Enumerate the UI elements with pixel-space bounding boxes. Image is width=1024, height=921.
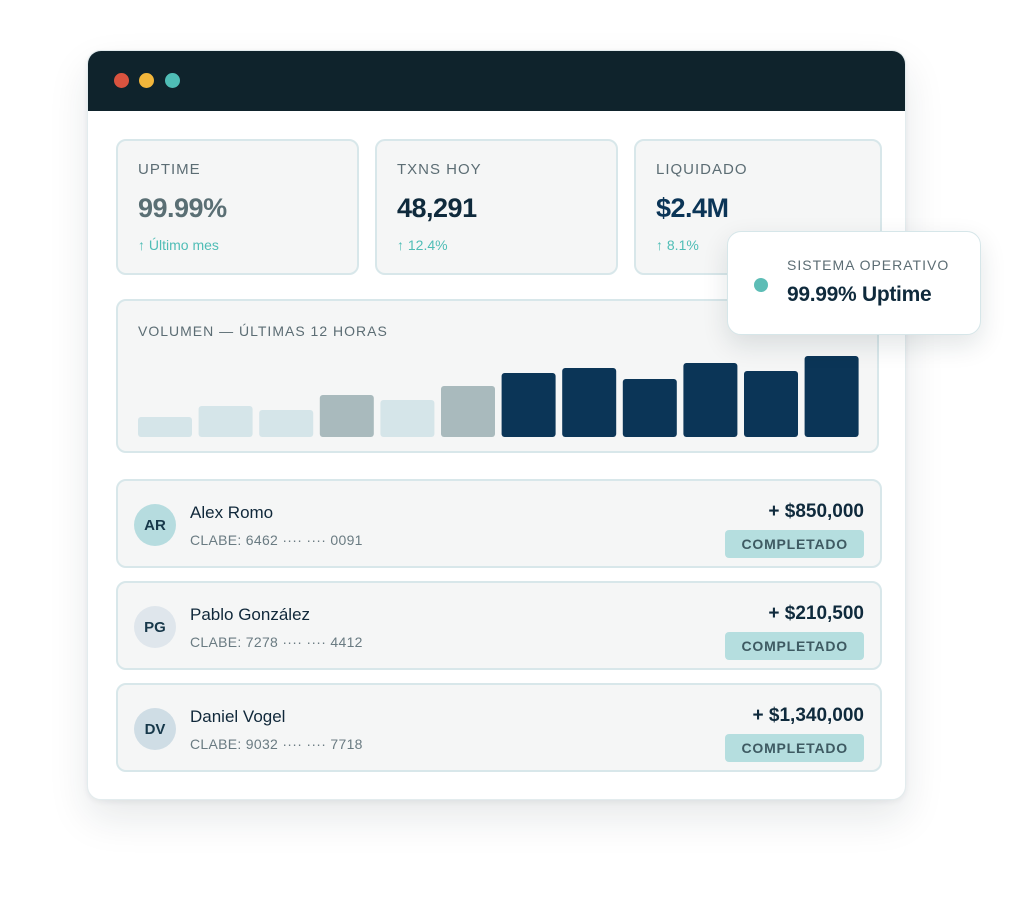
transaction-clabe: CLABE: 9032 ···· ···· 7718	[190, 736, 363, 752]
stat-card-uptime: UPTIME 99.99% ↑ Último mes	[116, 139, 359, 275]
transaction-row[interactable]: AR Alex Romo CLABE: 6462 ···· ···· 0091 …	[116, 479, 882, 568]
stat-card-txns: TXNS HOY 48,291 ↑ 12.4%	[375, 139, 618, 275]
stat-value: 99.99%	[138, 193, 227, 223]
status-badge: COMPLETADO	[725, 734, 864, 762]
transaction-row[interactable]: DV Daniel Vogel CLABE: 9032 ···· ···· 77…	[116, 683, 882, 772]
status-dot-icon	[754, 278, 768, 292]
status-badge: COMPLETADO	[725, 530, 864, 558]
status-label: SISTEMA OPERATIVO	[787, 257, 950, 273]
volume-bar-chart	[138, 356, 859, 437]
transaction-amount: + $210,500	[768, 603, 864, 624]
volume-bar-12	[804, 356, 859, 437]
stat-value: 48,291	[397, 193, 477, 223]
avatar: AR	[134, 504, 176, 546]
volume-bar-8	[562, 368, 617, 437]
transaction-clabe: CLABE: 7278 ···· ···· 4412	[190, 634, 363, 650]
transaction-name: Alex Romo	[190, 503, 274, 522]
app-window: UPTIME 99.99% ↑ Último mes TXNS HOY 48,2…	[87, 50, 906, 800]
volume-bar-11	[744, 371, 798, 437]
maximize-window-dot[interactable]	[165, 73, 180, 88]
stat-value: $2.4M	[656, 193, 729, 223]
status-badge: COMPLETADO	[725, 632, 864, 660]
volume-bar-10	[683, 363, 738, 437]
transaction-amount: + $850,000	[768, 501, 864, 522]
volume-bar-1	[138, 417, 192, 437]
volume-bar-4	[319, 395, 374, 437]
close-window-dot[interactable]	[114, 73, 129, 88]
transaction-clabe: CLABE: 6462 ···· ···· 0091	[190, 532, 363, 548]
stat-trend: ↑ 12.4%	[397, 237, 448, 253]
stat-trend: ↑ Último mes	[138, 237, 219, 253]
minimize-window-dot[interactable]	[139, 73, 154, 88]
transaction-name: Daniel Vogel	[190, 707, 286, 726]
volume-bar-6	[441, 386, 495, 437]
volume-bar-9	[622, 379, 677, 437]
stat-label: LIQUIDADO	[656, 161, 748, 178]
transaction-name: Pablo González	[190, 605, 311, 624]
stat-label: UPTIME	[138, 161, 201, 178]
volume-bar-5	[380, 400, 435, 437]
avatar: DV	[134, 708, 176, 750]
window-titlebar	[88, 51, 905, 111]
volume-bar-3	[259, 410, 314, 437]
transaction-amount: + $1,340,000	[752, 705, 864, 726]
transaction-row[interactable]: PG Pablo González CLABE: 7278 ···· ···· …	[116, 581, 882, 670]
avatar: PG	[134, 606, 176, 648]
status-value: 99.99% Uptime	[787, 283, 932, 306]
volume-bar-7	[501, 373, 556, 437]
system-status-popover: SISTEMA OPERATIVO 99.99% Uptime	[727, 231, 981, 335]
chart-title: VOLUMEN — ÚLTIMAS 12 HORAS	[138, 323, 388, 339]
stat-trend: ↑ 8.1%	[656, 237, 699, 253]
stat-label: TXNS HOY	[397, 161, 482, 178]
volume-bar-2	[198, 406, 253, 437]
